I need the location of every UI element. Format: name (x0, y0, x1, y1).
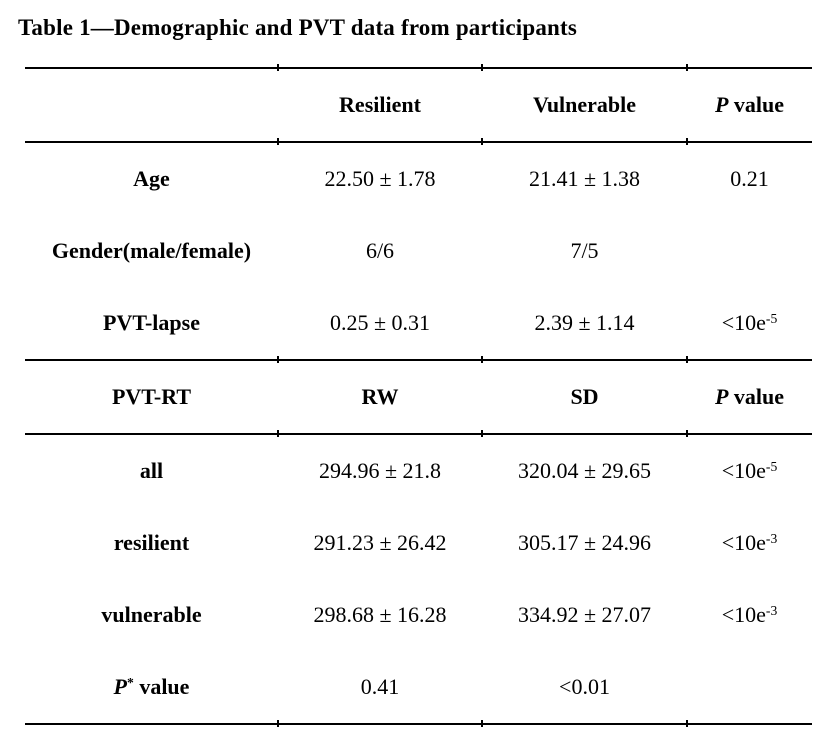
resilient-p-value: <10e-3 (721, 530, 778, 555)
gender-p-value (687, 215, 812, 287)
col-header-sd: SD (481, 357, 687, 434)
age-vulnerable-value: 21.41 ± 1.38 (481, 139, 687, 215)
col-header-resilient: Resilient (277, 65, 482, 142)
row-resilient: resilient 291.23 ± 26.42 305.17 ± 24.96 … (25, 507, 812, 579)
col-header-vulnerable: Vulnerable (481, 65, 687, 142)
p-star-sd-value: <0.01 (481, 651, 687, 727)
p-star-p-value (686, 651, 812, 727)
gender-resilient-value: 6/6 (365, 238, 395, 263)
row-label-pvt-lapse: PVT-lapse (103, 310, 200, 335)
p-star-rw-value: 0.41 (277, 651, 482, 727)
row-all: all 294.96 ± 21.8 320.04 ± 29.65 <10e-5 (25, 431, 812, 507)
all-rw-value: 294.96 ± 21.8 (277, 431, 482, 507)
col-header-rw: RW (277, 357, 482, 434)
row-gender: Gender(male/female) 6/6 7/5 (25, 215, 812, 287)
row-label-vulnerable: vulnerable (101, 602, 202, 627)
row-label-resilient: resilient (113, 530, 190, 555)
row-label-gender: Gender(male/female) (51, 238, 252, 263)
all-p-value: <10e-5 (686, 431, 812, 507)
vulnerable-rw-value: 298.68 ± 16.28 (313, 602, 447, 627)
row-label-all: all (25, 433, 278, 507)
col-header-pvt-rt: PVT-RT (25, 359, 278, 434)
section2-header-row: PVT-RT RW SD P value (25, 357, 812, 434)
resilient-rw-value: 291.23 ± 26.42 (313, 530, 447, 555)
row-label-age: Age (25, 141, 278, 215)
age-resilient-value: 22.50 ± 1.78 (277, 139, 482, 215)
pvt-lapse-vulnerable-value: 2.39 ± 1.14 (534, 310, 635, 335)
pvt-lapse-resilient-value: 0.25 ± 0.31 (329, 310, 431, 335)
resilient-sd-value: 305.17 ± 24.96 (517, 530, 652, 555)
corner-cell (25, 67, 278, 142)
gender-vulnerable-value: 7/5 (570, 238, 599, 263)
row-label-p-star-value: P* value (113, 674, 190, 699)
vulnerable-p-value: <10e-3 (721, 602, 778, 627)
pvt-lapse-p-value: <10e-5 (721, 310, 778, 335)
col-header-p-value: P value (686, 65, 812, 142)
vulnerable-sd-value: 334.92 ± 27.07 (517, 602, 652, 627)
row-p-star-value: P* value 0.41 <0.01 (25, 651, 812, 727)
row-age: Age 22.50 ± 1.78 21.41 ± 1.38 0.21 (25, 139, 812, 215)
demographics-pvt-table: Resilient Vulnerable P value Age 22.50 ±… (25, 65, 812, 727)
col-header-p-value-2: P value (686, 357, 812, 434)
row-vulnerable: vulnerable 298.68 ± 16.28 334.92 ± 27.07… (25, 579, 812, 651)
section1-header-row: Resilient Vulnerable P value (25, 65, 812, 142)
table-title: Table 1—Demographic and PVT data from pa… (18, 15, 578, 40)
age-p-value: 0.21 (686, 139, 812, 215)
all-sd-value: 320.04 ± 29.65 (481, 431, 687, 507)
row-pvt-lapse: PVT-lapse 0.25 ± 0.31 2.39 ± 1.14 <10e-5 (25, 287, 812, 360)
